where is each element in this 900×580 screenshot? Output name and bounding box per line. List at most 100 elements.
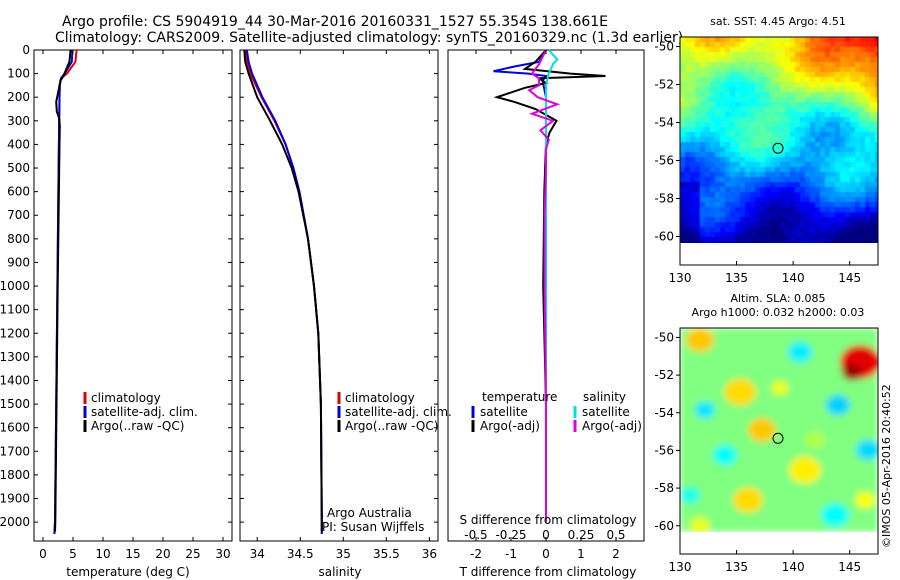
sst-cell bbox=[865, 177, 870, 182]
sst-cell bbox=[865, 217, 870, 222]
sst-cell bbox=[830, 87, 835, 92]
sst-cell bbox=[835, 102, 840, 107]
sst-cell bbox=[840, 72, 845, 77]
sst-cell bbox=[815, 87, 820, 92]
sst-cell bbox=[695, 137, 700, 142]
sst-cell bbox=[725, 212, 730, 217]
sst-cell bbox=[695, 117, 700, 122]
sst-cell bbox=[835, 137, 840, 142]
sst-cell bbox=[710, 117, 715, 122]
sst-cell bbox=[770, 137, 775, 142]
sst-cell bbox=[725, 67, 730, 72]
sst-cell bbox=[765, 87, 770, 92]
sst-cell bbox=[780, 42, 785, 47]
sst-cell bbox=[805, 117, 810, 122]
sst-cell bbox=[745, 197, 750, 202]
sst-cell bbox=[755, 117, 760, 122]
sst-cell bbox=[725, 227, 730, 232]
sst-cell bbox=[765, 157, 770, 162]
sst-cell bbox=[875, 97, 878, 102]
sst-cell bbox=[755, 177, 760, 182]
x-tick-label: 135 bbox=[725, 560, 748, 574]
sst-cell bbox=[725, 177, 730, 182]
sst-cell bbox=[685, 227, 690, 232]
sst-cell bbox=[745, 147, 750, 152]
sst-cell bbox=[750, 52, 755, 57]
sst-cell bbox=[780, 87, 785, 92]
sst-cell bbox=[830, 97, 835, 102]
sst-cell bbox=[840, 52, 845, 57]
sst-cell bbox=[690, 187, 695, 192]
sst-cell bbox=[770, 67, 775, 72]
sst-cell bbox=[875, 117, 878, 122]
sst-cell bbox=[715, 167, 720, 172]
sst-cell bbox=[750, 147, 755, 152]
sst-cell bbox=[780, 97, 785, 102]
sst-cell bbox=[775, 37, 780, 42]
sst-cell bbox=[700, 207, 705, 212]
sst-cell bbox=[710, 207, 715, 212]
sst-cell bbox=[800, 152, 805, 157]
sst-cell bbox=[845, 147, 850, 152]
sst-cell bbox=[710, 147, 715, 152]
sla-anomaly-blob bbox=[788, 341, 812, 363]
sst-cell bbox=[725, 82, 730, 87]
sst-cell bbox=[840, 227, 845, 232]
sst-cell bbox=[810, 47, 815, 52]
sst-cell bbox=[840, 77, 845, 82]
sst-cell bbox=[700, 167, 705, 172]
sst-cell bbox=[810, 72, 815, 77]
sst-cell bbox=[835, 177, 840, 182]
sst-cell bbox=[740, 97, 745, 102]
sst-cell bbox=[750, 97, 755, 102]
sst-cell bbox=[700, 147, 705, 152]
sst-cell bbox=[730, 92, 735, 97]
sst-cell bbox=[815, 177, 820, 182]
sst-cell bbox=[740, 162, 745, 167]
sst-cell bbox=[835, 72, 840, 77]
sst-cell bbox=[865, 92, 870, 97]
sst-cell bbox=[700, 102, 705, 107]
sst-cell bbox=[840, 197, 845, 202]
sst-cell bbox=[820, 232, 825, 237]
sst-cell bbox=[860, 97, 865, 102]
sst-cell bbox=[745, 107, 750, 112]
sst-cell bbox=[780, 242, 785, 243]
sst-cell bbox=[745, 222, 750, 227]
sst-cell bbox=[725, 197, 730, 202]
sst-cell bbox=[705, 162, 710, 167]
sst-cell bbox=[865, 197, 870, 202]
sst-cell bbox=[815, 242, 820, 243]
sst-cell bbox=[730, 232, 735, 237]
sst-cell bbox=[830, 182, 835, 187]
sst-cell bbox=[800, 112, 805, 117]
sst-cell bbox=[800, 232, 805, 237]
sst-cell bbox=[770, 162, 775, 167]
sst-cell bbox=[835, 147, 840, 152]
sst-cell bbox=[715, 187, 720, 192]
sst-cell bbox=[720, 187, 725, 192]
sst-cell bbox=[700, 92, 705, 97]
sst-cell bbox=[775, 227, 780, 232]
sst-cell bbox=[735, 47, 740, 52]
sst-cell bbox=[800, 237, 805, 242]
sst-cell bbox=[730, 202, 735, 207]
sst-cell bbox=[680, 142, 685, 147]
sst-cell bbox=[860, 107, 865, 112]
sst-cell bbox=[695, 62, 700, 67]
sla-map-subtitle: Argo h1000: 0.032 h2000: 0.03 bbox=[692, 306, 865, 319]
sst-cell bbox=[805, 127, 810, 132]
sst-cell bbox=[790, 192, 795, 197]
sst-cell bbox=[805, 87, 810, 92]
sst-cell bbox=[735, 242, 740, 243]
sst-cell bbox=[705, 222, 710, 227]
sst-cell bbox=[815, 187, 820, 192]
legend-label-satellite: satellite-adj. clim. bbox=[91, 405, 198, 419]
sst-cell bbox=[720, 207, 725, 212]
y-tick-label: 600 bbox=[7, 185, 30, 199]
sst-cell bbox=[835, 202, 840, 207]
sst-cell bbox=[815, 127, 820, 132]
sst-cell bbox=[855, 122, 860, 127]
sst-cell bbox=[700, 87, 705, 92]
sst-cell bbox=[860, 207, 865, 212]
